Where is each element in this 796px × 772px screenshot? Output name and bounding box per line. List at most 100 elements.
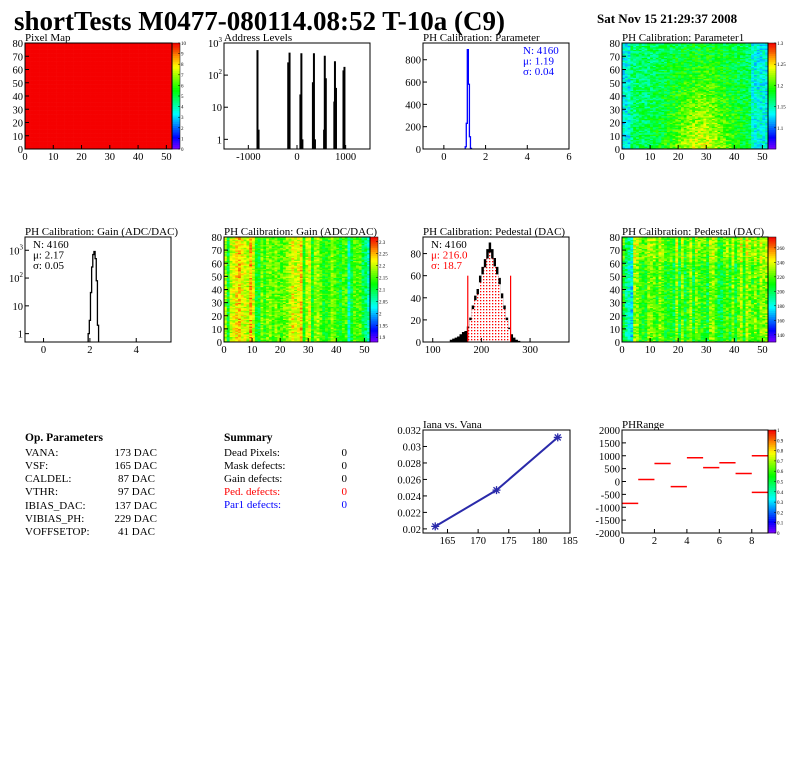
heatmap-cell (61, 130, 65, 133)
heatmap-cell (98, 146, 102, 148)
heatmap-cell (73, 102, 77, 105)
heatmap-cell (126, 114, 130, 117)
heatmap-cell (126, 60, 130, 62)
heatmap-cell (70, 70, 74, 73)
heatmap-cell (58, 76, 63, 78)
heatmap-cell (140, 141, 145, 143)
heatmap-cell (47, 77, 51, 80)
heatmap-cell (58, 86, 63, 89)
heatmap-cell (90, 54, 94, 57)
heatmap-cell (81, 139, 85, 142)
heatmap-cell (135, 43, 139, 45)
heatmap-cell (33, 122, 37, 125)
heatmap-cell (143, 127, 147, 130)
heatmap-cell (61, 105, 65, 107)
heatmap-cell (41, 60, 46, 62)
heatmap-cell (47, 102, 51, 105)
heatmap-cell (115, 93, 119, 95)
heatmap-cell (41, 46, 46, 49)
heatmap-cell (70, 98, 74, 101)
heatmap-cell (73, 61, 77, 64)
heatmap-cell (138, 143, 142, 146)
heatmap-cell (129, 45, 133, 48)
heatmap-cell (56, 114, 60, 117)
heatmap-cell (104, 80, 108, 82)
heatmap-cell (149, 123, 153, 126)
heatmap-cell (149, 109, 153, 111)
heatmap-cell (112, 58, 116, 61)
heatmap-cell (81, 138, 85, 141)
heatmap-cell (61, 94, 65, 97)
heatmap-cell (112, 123, 116, 126)
heatmap-cell (106, 135, 111, 138)
heatmap-cell (140, 86, 145, 89)
heatmap-cell (87, 125, 91, 127)
heatmap-cell (41, 93, 46, 95)
heatmap-cell (135, 57, 139, 60)
heatmap-cell (84, 77, 88, 80)
heatmap-cell (138, 119, 142, 122)
heatmap-cell (101, 80, 105, 82)
heatmap-cell (44, 103, 48, 106)
heatmap-cell (30, 56, 34, 58)
heatmap-cell (30, 54, 34, 57)
heatmap-cell (129, 131, 133, 134)
heatmap-cell (87, 74, 91, 77)
heatmap-cell (90, 130, 94, 133)
heatmap-cell (50, 62, 54, 65)
heatmap-cell (98, 125, 102, 127)
heatmap-cell (112, 114, 116, 117)
heatmap-cell (30, 46, 34, 49)
heatmap-cell (115, 118, 119, 121)
heatmap-cell (138, 74, 142, 77)
heatmap-cell (109, 147, 113, 150)
heatmap-cell (84, 129, 88, 131)
heatmap-cell (36, 58, 40, 61)
heatmap-cell (78, 86, 82, 89)
heatmap-cell (47, 121, 51, 123)
heatmap-cell (90, 58, 94, 61)
heatmap-cell (101, 147, 105, 150)
heatmap-cell (115, 117, 119, 119)
heatmap-cell (47, 107, 51, 110)
heatmap-cell (84, 102, 88, 105)
heatmap-cell (73, 81, 77, 84)
heatmap-cell (109, 145, 113, 147)
heatmap-cell (146, 111, 150, 114)
heatmap-cell (129, 141, 133, 143)
heatmap-cell (129, 134, 133, 137)
heatmap-cell (112, 134, 116, 137)
heatmap-cell (30, 99, 34, 102)
heatmap-cell (25, 122, 29, 125)
heatmap-cell (53, 93, 57, 95)
heatmap-cell (132, 49, 136, 52)
heatmap-cell (132, 141, 136, 143)
heatmap-cell (118, 106, 122, 109)
palette-bin (172, 100, 180, 103)
heatmap-cell (90, 125, 94, 127)
heatmap-cell (30, 147, 34, 150)
heatmap-cell (61, 69, 65, 72)
heatmap-cell (95, 97, 99, 99)
heatmap-cell (53, 101, 57, 103)
heatmap-cell (121, 99, 125, 102)
heatmap-cell (123, 60, 128, 62)
heatmap-cell (47, 84, 51, 86)
heatmap-cell (39, 102, 43, 105)
heatmap-cell (47, 146, 51, 148)
summary-label: Dead Pixels: (224, 447, 280, 459)
heatmap-cell (109, 135, 113, 138)
heatmap-cell (109, 99, 113, 102)
heatmap-cell (121, 76, 125, 78)
heatmap-cell (47, 64, 51, 66)
heatmap-cell (87, 73, 91, 76)
heatmap-cell (112, 109, 116, 111)
heatmap-cell (104, 84, 108, 86)
heatmap-cell (140, 85, 145, 88)
heatmap-cell (140, 118, 145, 121)
heatmap-cell (95, 109, 99, 111)
heatmap-cell (41, 73, 46, 76)
heatmap-cell (92, 145, 96, 147)
heatmap-cell (50, 131, 54, 134)
heatmap-cell (56, 135, 60, 138)
